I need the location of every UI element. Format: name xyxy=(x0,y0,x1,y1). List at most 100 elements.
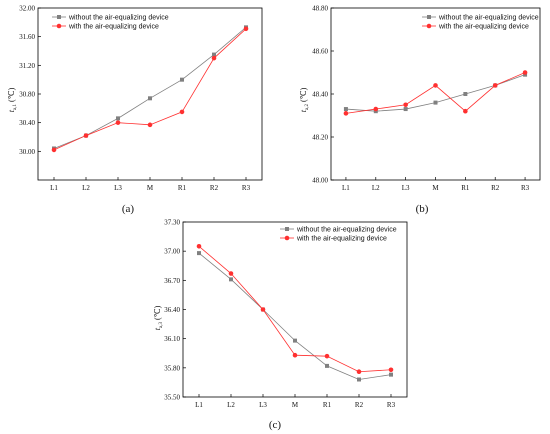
legend-marker xyxy=(285,227,289,231)
data-point xyxy=(389,372,393,377)
chart-panel-1: 30.00 30.40 30.80 31.20 31.60 32.00 L1 L2 L3 M R1 R… xyxy=(7,5,263,215)
x-tick-label: L2 xyxy=(372,184,380,192)
data-point xyxy=(373,106,379,112)
y-tick-label: 36.40 xyxy=(164,306,180,314)
y-tick-label: 48.60 xyxy=(312,48,328,56)
legend-label: without the air-equalizing device xyxy=(296,227,397,234)
data-point xyxy=(116,116,120,121)
data-point xyxy=(211,55,217,61)
y-tick-label: 31.60 xyxy=(19,33,35,41)
series-line-1 xyxy=(345,74,526,112)
data-point xyxy=(115,120,121,125)
legend-marker xyxy=(426,23,432,29)
y-tick-label: 30.00 xyxy=(19,148,35,156)
data-point xyxy=(228,271,234,276)
panel-label: (a) xyxy=(122,203,135,215)
series-line-1 xyxy=(53,27,247,149)
chart-panel-3: 35.50 35.80 36.10 36.40 36.70 37.00 37.30 L1 L2 L… xyxy=(153,219,408,431)
x-tick-label: M xyxy=(432,184,439,192)
data-point xyxy=(343,107,348,112)
x-tick-label: L2 xyxy=(227,401,235,409)
data-point xyxy=(83,133,89,138)
y-tick-label: 36.70 xyxy=(164,277,180,285)
legend-marker xyxy=(56,23,62,29)
series-line-2 xyxy=(345,72,526,114)
legend-marker xyxy=(284,235,290,241)
data-point xyxy=(325,363,329,368)
data-point xyxy=(433,100,438,105)
y-tick-label: 48.80 xyxy=(312,5,328,13)
y-tick-label: 30.40 xyxy=(19,119,35,127)
data-point xyxy=(403,102,408,108)
y-tick-label: 48.00 xyxy=(312,177,328,185)
x-tick-label: R1 xyxy=(461,184,470,192)
legend-label: without the air-equalizing device xyxy=(438,15,539,22)
y-tick-label: 48.20 xyxy=(312,134,328,142)
data-point xyxy=(463,108,468,114)
plot-frame xyxy=(37,7,263,181)
x-tick-label: R1 xyxy=(323,401,332,409)
legend-label: with the air-equalizing device xyxy=(296,236,387,243)
x-tick-label: R3 xyxy=(242,184,251,192)
legend-marker xyxy=(427,15,431,19)
data-point xyxy=(343,111,349,116)
x-tick-label: L2 xyxy=(82,184,90,192)
data-point xyxy=(148,96,152,101)
data-point xyxy=(147,122,153,128)
series-line-2 xyxy=(53,28,247,151)
data-point xyxy=(356,369,362,375)
x-tick-label: M xyxy=(292,401,299,409)
x-tick-label: R1 xyxy=(178,184,187,192)
x-tick-label: M xyxy=(147,184,154,192)
data-point xyxy=(293,338,297,343)
data-point xyxy=(260,307,266,312)
data-point xyxy=(357,377,361,382)
data-point xyxy=(243,26,249,32)
plot-frame xyxy=(330,7,541,181)
x-tick-label: R2 xyxy=(210,184,219,192)
y-tick-label: 32.00 xyxy=(19,5,35,13)
data-point xyxy=(492,83,498,88)
panel-label: (b) xyxy=(416,203,429,215)
y-tick-label: 35.80 xyxy=(164,364,180,372)
x-tick-label: R2 xyxy=(355,401,364,409)
legend-label: without the air-equalizing device xyxy=(68,15,169,22)
legend-label: with the air-equalizing device xyxy=(438,24,529,31)
x-tick-label: L1 xyxy=(342,184,350,192)
x-tick-label: R3 xyxy=(387,401,396,409)
y-tick-label: 35.50 xyxy=(164,394,180,402)
data-point xyxy=(324,353,330,359)
data-point xyxy=(180,77,184,82)
data-point xyxy=(463,92,468,96)
x-tick-label: L3 xyxy=(259,401,267,409)
legend-label: with the air-equalizing device xyxy=(68,24,159,31)
data-point xyxy=(229,277,233,282)
y-axis-label: ta,3 (℃) xyxy=(153,305,164,330)
y-tick-label: 30.80 xyxy=(19,91,35,99)
y-tick-label: 36.10 xyxy=(164,335,180,343)
series-line-1 xyxy=(198,252,392,380)
y-axis-label: ta,1 (℃) xyxy=(7,87,18,112)
data-point xyxy=(196,244,202,249)
x-tick-label: L3 xyxy=(114,184,122,192)
y-tick-label: 48.40 xyxy=(312,91,328,99)
x-tick-label: R3 xyxy=(521,184,530,192)
data-point xyxy=(179,109,185,115)
data-point xyxy=(197,251,201,256)
data-point xyxy=(51,147,57,153)
panel-label: (c) xyxy=(269,419,282,431)
data-point xyxy=(388,367,394,373)
x-tick-label: L1 xyxy=(195,401,203,409)
x-tick-label: L3 xyxy=(402,184,410,192)
data-point xyxy=(212,52,216,57)
y-tick-label: 37.30 xyxy=(164,219,180,227)
legend-marker xyxy=(57,15,61,19)
data-point xyxy=(403,107,408,112)
data-point xyxy=(292,352,298,358)
y-tick-label: 31.20 xyxy=(19,62,35,70)
y-tick-label: 37.00 xyxy=(164,248,180,256)
y-axis-label: ta,2 (℃) xyxy=(299,87,310,112)
x-tick-label: L1 xyxy=(50,184,58,192)
chart-panel-2: 48.00 48.20 48.40 48.60 48.80 L1 L2 L3 M R1 R2 R3 ta… xyxy=(299,5,541,215)
